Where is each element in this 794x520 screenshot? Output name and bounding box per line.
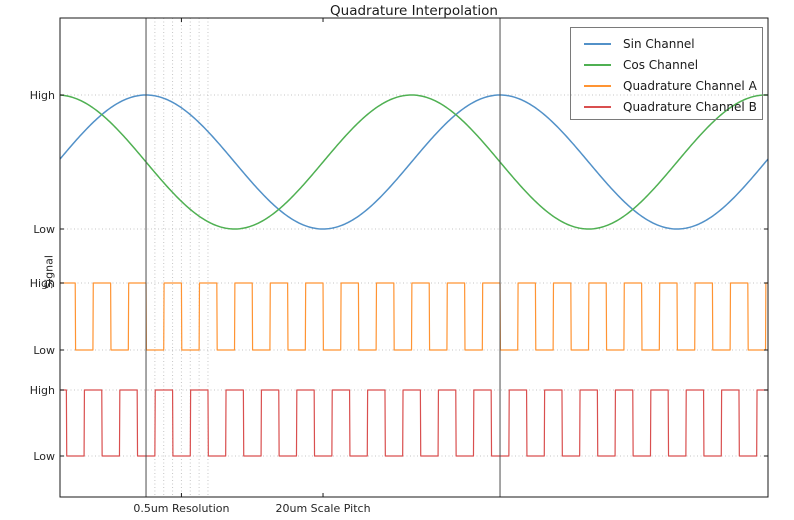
- legend-label: Sin Channel: [623, 36, 695, 51]
- x-tick-label: 20um Scale Pitch: [275, 502, 370, 515]
- legend-line-swatch: [584, 105, 611, 108]
- y-tick-label: High: [30, 277, 55, 290]
- legend-label: Cos Channel: [623, 57, 699, 72]
- legend: Sin Channel Cos Channel Quadrature Channel…: [570, 27, 763, 120]
- y-tick-label: Low: [33, 344, 55, 357]
- legend-entry: Sin Channel: [571, 33, 762, 54]
- legend-entry: Quadrature Channel B: [571, 96, 762, 117]
- chart-title: Quadrature Interpolation: [330, 3, 498, 19]
- legend-label: Quadrature Channel A: [623, 78, 757, 93]
- y-axis-label: Signal: [42, 255, 56, 289]
- series-sin-channel: [59, 94, 769, 230]
- y-tick-label: High: [30, 89, 55, 102]
- y-tick-label: Low: [33, 223, 55, 236]
- series-quadrature-channel-b: [59, 389, 769, 457]
- legend-line-swatch: [584, 42, 611, 45]
- legend-line-swatch: [584, 63, 611, 66]
- y-tick-label: Low: [33, 450, 55, 463]
- series-quadrature-channel-a: [59, 282, 769, 351]
- legend-entry: Cos Channel: [571, 54, 762, 75]
- legend-line-swatch: [584, 84, 611, 87]
- x-tick-label: 0.5um Resolution: [133, 502, 229, 515]
- legend-entry: Quadrature Channel A: [571, 75, 762, 96]
- series-cos-channel: [59, 94, 769, 230]
- y-tick-label: High: [30, 384, 55, 397]
- plot-border: [59, 17, 769, 498]
- legend-label: Quadrature Channel B: [623, 99, 757, 114]
